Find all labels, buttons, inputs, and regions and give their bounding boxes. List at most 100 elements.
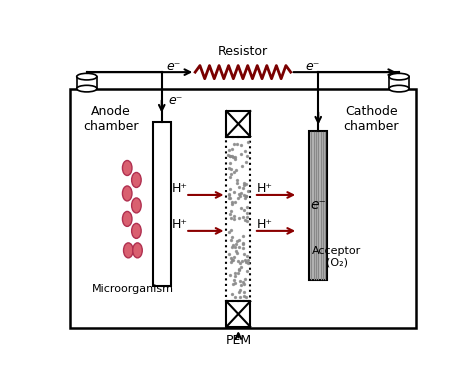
Point — [230, 169, 238, 175]
Text: Microorganism: Microorganism — [92, 284, 173, 294]
Point — [228, 227, 235, 233]
Point — [230, 254, 237, 261]
Point — [240, 233, 247, 239]
Point — [239, 245, 247, 251]
Point — [232, 156, 239, 162]
Point — [231, 294, 238, 300]
Point — [240, 192, 247, 198]
Point — [225, 152, 232, 158]
Point — [240, 180, 247, 186]
Point — [226, 152, 233, 159]
Text: Anode
chamber: Anode chamber — [83, 105, 138, 133]
Ellipse shape — [132, 172, 141, 187]
Point — [243, 268, 251, 274]
Point — [244, 153, 251, 159]
Text: e⁻: e⁻ — [310, 198, 326, 212]
Text: H⁺: H⁺ — [257, 182, 273, 195]
Bar — [389, 77, 409, 89]
Point — [239, 214, 246, 220]
Point — [239, 240, 247, 246]
Point — [242, 294, 250, 301]
Ellipse shape — [124, 243, 133, 258]
Point — [241, 251, 248, 257]
Ellipse shape — [389, 74, 409, 80]
Text: e⁻: e⁻ — [166, 60, 180, 73]
Bar — [153, 121, 171, 286]
Point — [241, 194, 248, 201]
Point — [242, 180, 250, 187]
Point — [235, 266, 243, 272]
Point — [235, 237, 242, 243]
Point — [228, 198, 236, 205]
Point — [243, 193, 250, 199]
Ellipse shape — [389, 85, 409, 92]
Point — [237, 282, 245, 288]
Point — [237, 264, 245, 270]
Text: e⁻: e⁻ — [306, 60, 320, 73]
Ellipse shape — [122, 212, 132, 226]
Bar — [77, 77, 97, 89]
Point — [235, 195, 242, 201]
Point — [230, 141, 238, 147]
Point — [234, 270, 242, 276]
Point — [244, 214, 251, 220]
Point — [229, 242, 237, 248]
Point — [225, 192, 233, 198]
Point — [230, 281, 237, 287]
Point — [237, 142, 245, 149]
Point — [228, 234, 236, 240]
Text: Cathode
chamber: Cathode chamber — [344, 105, 399, 133]
Point — [243, 203, 251, 210]
Point — [233, 237, 241, 244]
Point — [233, 180, 241, 186]
Point — [241, 276, 249, 282]
Point — [241, 217, 248, 223]
Point — [227, 237, 235, 243]
Point — [227, 255, 235, 261]
Point — [230, 189, 238, 195]
Ellipse shape — [122, 161, 132, 175]
Point — [226, 211, 234, 217]
Point — [232, 154, 239, 161]
Point — [226, 186, 234, 192]
Point — [229, 256, 237, 263]
Point — [228, 244, 236, 250]
Point — [226, 153, 234, 159]
Text: Resistor: Resistor — [218, 45, 268, 58]
Point — [243, 210, 250, 216]
Point — [229, 154, 237, 160]
Point — [243, 253, 250, 259]
Ellipse shape — [132, 198, 141, 213]
Point — [237, 193, 244, 199]
Point — [239, 241, 246, 247]
Point — [233, 177, 241, 183]
Point — [228, 202, 236, 208]
Point — [234, 250, 241, 256]
Point — [242, 193, 249, 200]
Point — [236, 190, 243, 196]
Point — [240, 293, 248, 299]
Ellipse shape — [133, 243, 142, 258]
Point — [241, 207, 248, 213]
Text: H⁺: H⁺ — [257, 218, 273, 231]
Ellipse shape — [122, 186, 132, 201]
Point — [245, 257, 252, 263]
Point — [230, 213, 238, 219]
Point — [231, 244, 238, 251]
Point — [235, 216, 242, 222]
Point — [228, 257, 236, 263]
Ellipse shape — [132, 223, 141, 238]
Point — [228, 165, 235, 172]
Point — [227, 174, 234, 180]
Point — [242, 159, 249, 165]
Point — [225, 191, 233, 197]
Point — [235, 244, 243, 250]
Point — [228, 145, 236, 152]
Point — [243, 259, 250, 265]
Point — [228, 291, 236, 298]
Point — [227, 172, 234, 178]
Point — [238, 258, 246, 264]
Ellipse shape — [77, 85, 97, 92]
Point — [231, 273, 238, 280]
Point — [235, 267, 243, 273]
